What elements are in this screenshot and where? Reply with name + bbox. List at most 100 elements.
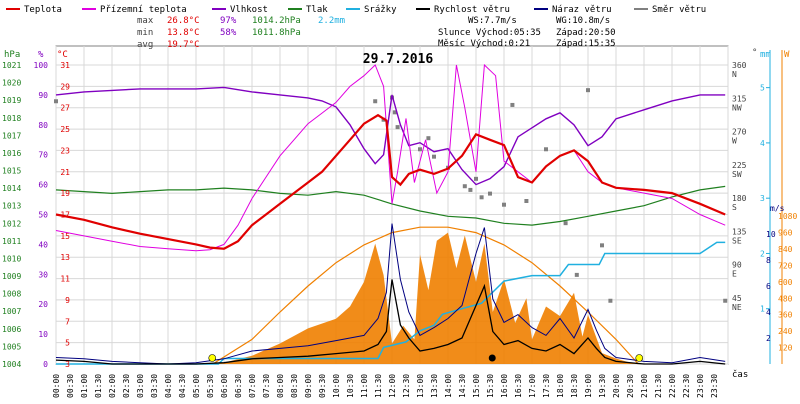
stat-max-hum: 97%: [220, 16, 237, 26]
x-tick-label: 01:30: [94, 374, 103, 398]
temp-tick-label: 19: [60, 189, 70, 198]
temp-tick-label: 5: [65, 339, 70, 348]
pct-tick-label: 50: [38, 211, 48, 220]
hpa-tick-label: 1004: [2, 360, 21, 369]
temp-tick-label: 9: [65, 296, 70, 305]
mm-tick-label: 2: [760, 249, 765, 258]
series-temperature: [55, 113, 726, 250]
w-tick-label: 1080: [778, 212, 797, 221]
x-tick-label: 07:00: [248, 374, 257, 398]
series-pressure: [55, 185, 726, 226]
dir-tick-name: SE: [732, 236, 742, 245]
hpa-tick-label: 1014: [2, 184, 21, 193]
wind-direction-point: [462, 184, 467, 189]
dir-tick-name: N: [732, 70, 737, 79]
mm-tick-label: 1: [760, 305, 765, 314]
pct-tick-label: 0: [43, 360, 48, 369]
ms-tick-label: 10: [766, 230, 776, 239]
x-tick-label: 20:00: [612, 374, 621, 398]
x-tick-label: 07:30: [262, 374, 271, 398]
legend-label: Přízemní teplota: [100, 5, 187, 15]
hpa-tick-label: 1006: [2, 325, 21, 334]
dir-tick-name: E: [732, 270, 737, 279]
x-tick-label: 20:30: [626, 374, 635, 398]
temp-tick-label: 17: [60, 211, 70, 220]
x-tick-label: 18:00: [556, 374, 565, 398]
x-tick-label: 23:30: [710, 374, 719, 398]
dir-tick-deg: 225: [732, 161, 747, 170]
wind-direction-point: [488, 191, 492, 196]
x-tick-label: 10:30: [346, 374, 355, 398]
temp-tick-label: 25: [60, 125, 70, 134]
stat-avg-temp: 19.7°C: [167, 40, 200, 50]
pct-tick-label: 90: [38, 91, 48, 100]
x-tick-label: 02:00: [108, 374, 117, 398]
info-ws: WS:7.7m/s: [468, 16, 517, 26]
wind-direction-point: [510, 102, 515, 107]
pct-tick-label: 20: [38, 300, 48, 309]
x-tick-label: 03:30: [150, 374, 159, 398]
hpa-tick-label: 1008: [2, 290, 21, 299]
x-tick-label: 09:00: [304, 374, 313, 398]
moonset-marker: [488, 354, 496, 362]
mm-tick-label: 3: [760, 194, 765, 203]
x-tick-label: 13:30: [430, 374, 439, 398]
hpa-tick-label: 1012: [2, 219, 21, 228]
axis-temp-unit: °C: [57, 50, 68, 60]
stat-avg-label: avg: [137, 40, 153, 50]
pct-tick-label: 80: [38, 121, 48, 130]
temp-tick-label: 3: [65, 360, 70, 369]
x-tick-label: 16:30: [514, 374, 523, 398]
x-tick-label: 04:30: [178, 374, 187, 398]
stats-block: max 26.8°C 97% 1014.2hPa 2.2mm min 13.8°…: [137, 16, 345, 50]
x-tick-label: 02:30: [122, 374, 131, 398]
dir-tick-name: NW: [732, 103, 742, 112]
x-tick-label: 22:30: [682, 374, 691, 398]
x-tick-label: 16:00: [500, 374, 509, 398]
x-tick-label: 06:00: [220, 374, 229, 398]
pct-tick-label: 100: [34, 61, 49, 70]
x-tick-label: 10:00: [332, 374, 341, 398]
wind-direction-point: [608, 298, 613, 303]
series-wind-speed: [55, 279, 726, 365]
dir-tick-deg: 45: [732, 294, 742, 303]
hpa-tick-label: 1015: [2, 167, 21, 176]
dir-tick-name: NE: [732, 303, 742, 312]
x-tick-label: 08:30: [290, 374, 299, 398]
wind-direction-point: [600, 243, 604, 248]
temp-tick-label: 21: [60, 168, 70, 177]
wind-direction-point: [479, 195, 484, 200]
hpa-tick-label: 1021: [2, 61, 21, 70]
wind-direction-point: [544, 147, 548, 152]
pct-tick-label: 10: [38, 330, 48, 339]
ms-tick-label: 6: [766, 282, 771, 291]
dir-tick-deg: 360: [732, 61, 747, 70]
axis-deg-unit: °: [752, 48, 757, 58]
x-tick-label: 11:00: [360, 374, 369, 398]
mm-tick-label: 5: [760, 84, 765, 93]
series-radiation-max: [212, 226, 639, 365]
wind-direction-point: [392, 110, 397, 115]
chart-title: 29.7.2016: [363, 52, 434, 67]
temp-tick-label: 11: [60, 275, 70, 284]
hpa-tick-label: 1016: [2, 149, 21, 158]
x-tick-label: 13:00: [416, 374, 425, 398]
dir-tick-name: SW: [732, 170, 742, 179]
mm-tick-label: 4: [760, 139, 765, 148]
temp-tick-label: 15: [60, 232, 70, 241]
w-tick-label: 480: [778, 294, 793, 303]
stat-max-label: max: [137, 16, 154, 26]
x-tick-label: 22:00: [668, 374, 677, 398]
x-tick-label: 08:00: [276, 374, 285, 398]
x-tick-label: 03:00: [136, 374, 145, 398]
pct-tick-label: 30: [38, 270, 48, 279]
hpa-tick-label: 1013: [2, 202, 21, 211]
ms-tick-label: 8: [766, 256, 771, 265]
x-tick-label: 21:30: [654, 374, 663, 398]
info-sun: Slunce Východ:05:35: [438, 28, 541, 38]
x-tick-label: 23:00: [696, 374, 705, 398]
series-rain: [56, 241, 726, 365]
x-tick-label: 04:00: [164, 374, 173, 398]
w-tick-label: 360: [778, 311, 793, 320]
